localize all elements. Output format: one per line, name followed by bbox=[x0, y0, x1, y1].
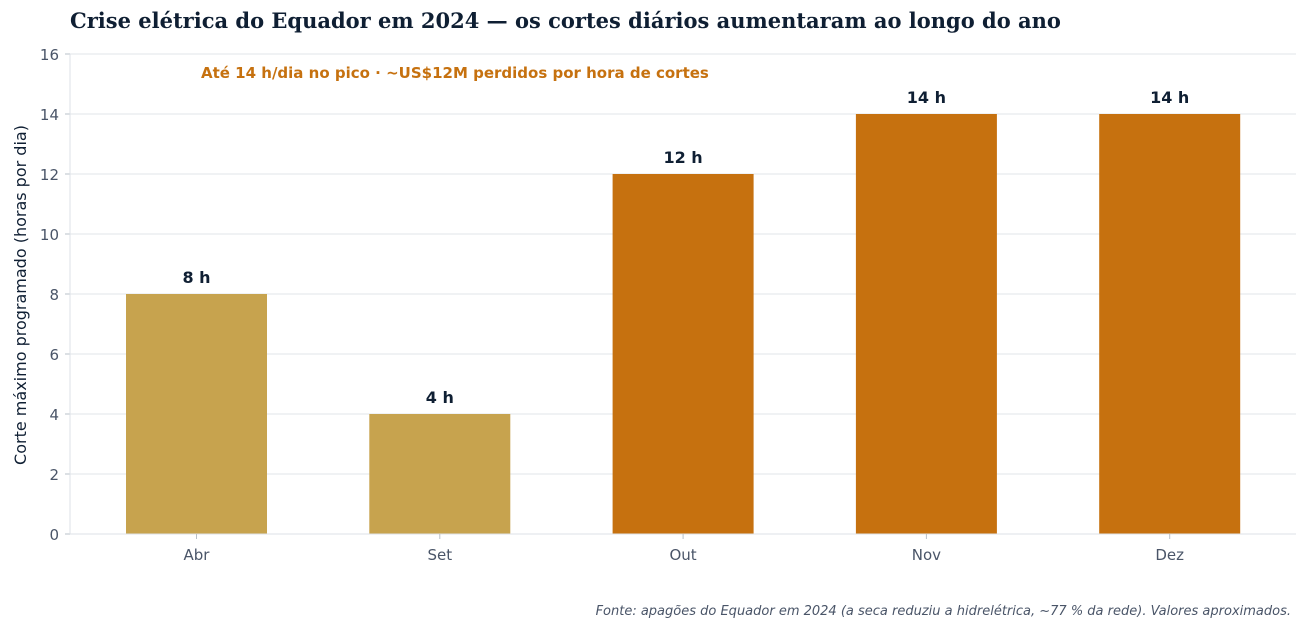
data-label: 12 h bbox=[663, 148, 702, 167]
data-label: 8 h bbox=[182, 268, 210, 287]
y-axis-label: Corte máximo programado (horas por dia) bbox=[11, 125, 30, 465]
data-label: 4 h bbox=[426, 388, 454, 407]
x-tick-label: Dez bbox=[1155, 546, 1184, 564]
data-label: 14 h bbox=[907, 88, 946, 107]
y-tick-label: 12 bbox=[40, 166, 59, 184]
x-tick-label: Nov bbox=[912, 546, 941, 564]
y-tick-label: 2 bbox=[49, 466, 59, 484]
bar-nov bbox=[855, 114, 997, 534]
y-tick-label: 4 bbox=[49, 406, 59, 424]
bar-dez bbox=[1099, 114, 1241, 534]
source-note: Fonte: apagões do Equador em 2024 (a sec… bbox=[595, 604, 1291, 619]
y-tick-label: 10 bbox=[40, 226, 59, 244]
y-tick-label: 16 bbox=[40, 46, 59, 64]
bar-abr bbox=[126, 294, 267, 534]
x-tick-label: Out bbox=[669, 546, 696, 564]
x-tick-label: Set bbox=[427, 546, 452, 564]
x-tick-label: Abr bbox=[184, 546, 211, 564]
chart-subtitle: Até 14 h/dia no pico · ~US$12M perdidos … bbox=[201, 64, 709, 82]
y-tick-label: 8 bbox=[49, 286, 59, 304]
bar-set bbox=[369, 414, 511, 534]
bars bbox=[126, 114, 1241, 534]
chart-title: Crise elétrica do Equador em 2024 — os c… bbox=[70, 8, 1061, 33]
data-label: 14 h bbox=[1150, 88, 1189, 107]
x-axis: Abr Set Out Nov Dez bbox=[70, 533, 1296, 564]
y-tick-label: 0 bbox=[49, 526, 59, 544]
data-labels: 8 h 4 h 12 h 14 h 14 h bbox=[182, 88, 1189, 407]
bar-out bbox=[612, 174, 754, 534]
y-tick-label: 6 bbox=[49, 346, 59, 364]
y-axis: 0 2 4 6 8 10 12 14 16 bbox=[40, 46, 71, 544]
bar-chart: 0 2 4 6 8 10 12 14 16 8 h 4 h 12 h 14 h 14 h Abr Set O… bbox=[11, 46, 1296, 564]
y-tick-label: 14 bbox=[40, 106, 59, 124]
